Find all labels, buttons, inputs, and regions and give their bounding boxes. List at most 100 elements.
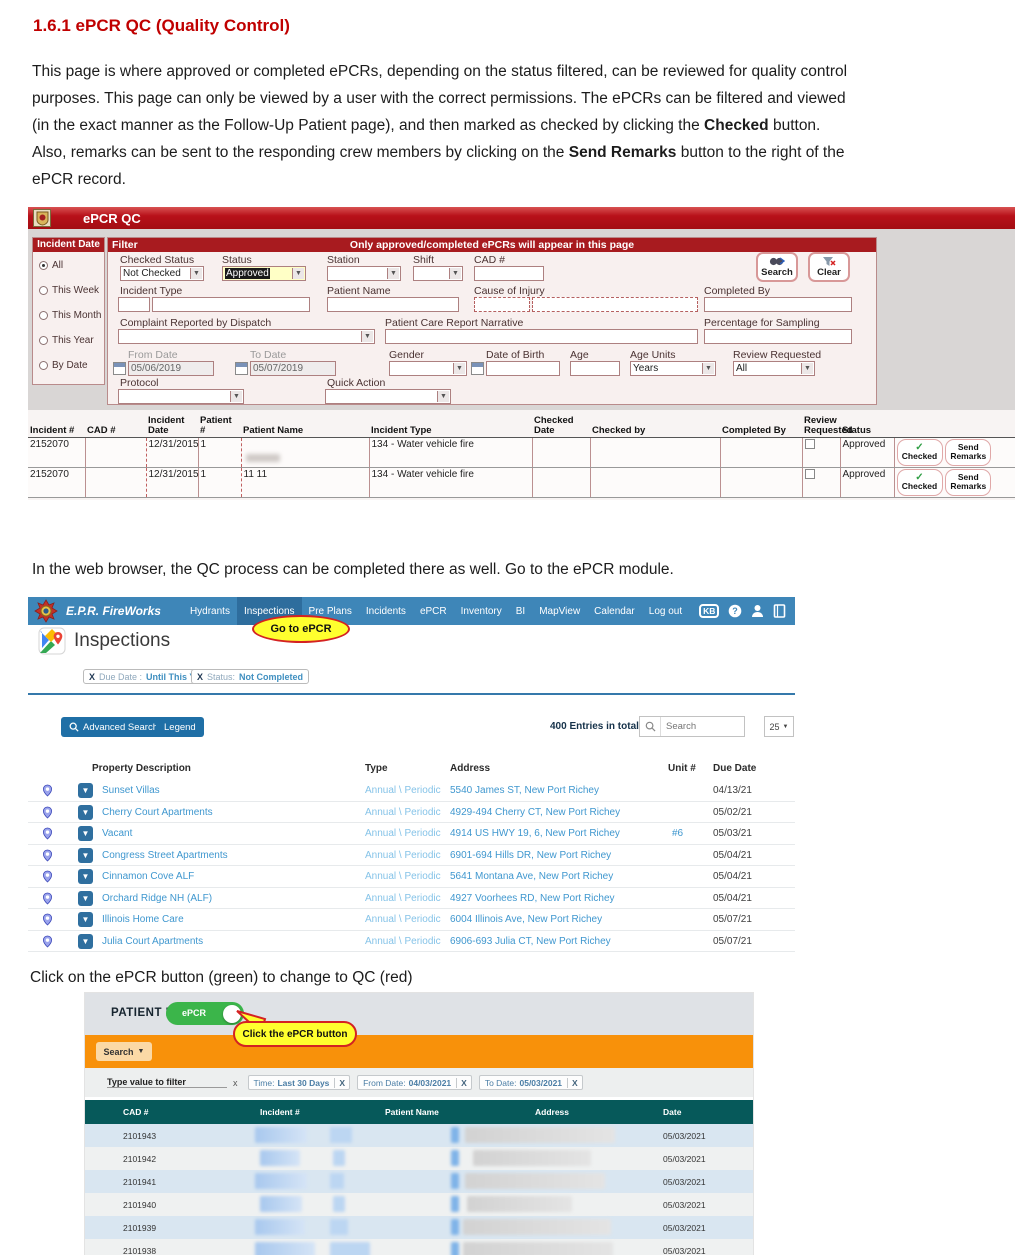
- close-icon[interactable]: X: [567, 1077, 582, 1088]
- to-date-input[interactable]: 05/07/2019: [250, 361, 336, 376]
- nav-item-mapview[interactable]: MapView: [539, 605, 581, 617]
- from-date-input[interactable]: 05/06/2019: [128, 361, 214, 376]
- checked-button[interactable]: ✓ Checked: [896, 468, 943, 496]
- age-input[interactable]: [570, 361, 620, 376]
- due-date-filter-chip[interactable]: X Due Date : Until This Year: [83, 669, 215, 684]
- expand-chevron-button[interactable]: ▼: [78, 869, 93, 884]
- address-link[interactable]: 4914 US HWY 19, 6, New Port Richey: [450, 828, 620, 839]
- property-link[interactable]: Vacant: [102, 828, 133, 839]
- close-icon[interactable]: X: [197, 671, 204, 682]
- legend-button[interactable]: Legend: [156, 717, 204, 737]
- address-link[interactable]: 6901-694 Hills DR, New Port Richey: [450, 849, 612, 861]
- radio-icon[interactable]: [39, 336, 48, 345]
- send-remarks-button[interactable]: Send Remarks: [945, 468, 992, 496]
- map-pin-icon[interactable]: [42, 912, 53, 932]
- address-link[interactable]: 5641 Montana Ave, New Port Richey: [450, 871, 614, 882]
- status-select[interactable]: Approved ▼: [222, 266, 306, 281]
- incident-type-code-input[interactable]: [118, 297, 150, 312]
- nav-item-hydrants[interactable]: Hydrants: [189, 605, 230, 617]
- search-button[interactable]: Search: [756, 252, 798, 282]
- nav-item-bi[interactable]: BI: [515, 605, 526, 617]
- radio-icon[interactable]: [39, 286, 48, 295]
- close-icon[interactable]: X: [334, 1077, 349, 1088]
- search-menu-button[interactable]: Search ▼: [96, 1042, 152, 1061]
- property-link[interactable]: Illinois Home Care: [102, 914, 184, 925]
- expand-chevron-button[interactable]: ▼: [78, 890, 93, 906]
- narrative-input[interactable]: [385, 329, 698, 344]
- map-pin-icon[interactable]: [42, 826, 53, 846]
- complaint-select[interactable]: ▼: [118, 329, 375, 344]
- calendar-icon[interactable]: [471, 362, 484, 375]
- sampling-input[interactable]: [704, 329, 852, 344]
- completed-by-input[interactable]: [704, 297, 852, 312]
- map-pin-icon[interactable]: [42, 869, 53, 889]
- expand-chevron-button[interactable]: ▼: [78, 783, 93, 798]
- address-link[interactable]: 4929-494 Cherry CT, New Port Richey: [450, 806, 621, 818]
- kb-icon[interactable]: KB: [699, 604, 720, 618]
- table-search-box[interactable]: [639, 716, 745, 737]
- property-link[interactable]: Cherry Court Apartments: [102, 806, 213, 818]
- review-checkbox[interactable]: [804, 468, 815, 479]
- user-settings-icon[interactable]: [795, 604, 813, 618]
- address-link[interactable]: 5540 James ST, New Port Richey: [450, 785, 599, 796]
- cad-number-input[interactable]: [474, 266, 544, 281]
- status-filter-chip[interactable]: X Status: Not Completed: [191, 669, 310, 684]
- cause-of-injury-input[interactable]: [532, 297, 698, 312]
- book-icon[interactable]: [773, 604, 786, 618]
- protocol-select[interactable]: ▼: [118, 389, 244, 404]
- nav-item-pre-plans[interactable]: Pre Plans: [308, 605, 352, 617]
- page-size-select[interactable]: 25 ▼: [764, 716, 794, 737]
- gender-select[interactable]: ▼: [389, 361, 467, 376]
- date-of-birth-input[interactable]: [486, 361, 560, 376]
- clear-filter-icon[interactable]: x: [233, 1077, 238, 1088]
- expand-chevron-button[interactable]: ▼: [78, 826, 93, 841]
- radio-option-this-month[interactable]: This Month: [39, 310, 101, 321]
- incident-type-input[interactable]: [152, 297, 310, 312]
- quick-action-select[interactable]: ▼: [325, 389, 451, 404]
- nav-item-calendar[interactable]: Calendar: [594, 605, 635, 617]
- user-icon[interactable]: [751, 604, 764, 618]
- expand-chevron-button[interactable]: ▼: [78, 933, 93, 949]
- property-link[interactable]: Congress Street Apartments: [102, 849, 228, 861]
- filter-input[interactable]: [107, 1077, 227, 1088]
- property-link[interactable]: Orchard Ridge NH (ALF): [102, 892, 213, 904]
- expand-chevron-button[interactable]: ▼: [78, 912, 93, 927]
- nav-item-inventory[interactable]: Inventory: [460, 605, 502, 617]
- address-link[interactable]: 6004 Illinois Ave, New Port Richey: [450, 914, 603, 925]
- close-icon[interactable]: X: [456, 1077, 471, 1088]
- property-link[interactable]: Sunset Villas: [102, 785, 160, 796]
- radio-option-this-year[interactable]: This Year: [39, 335, 94, 346]
- map-pin-icon[interactable]: [42, 805, 53, 825]
- station-select[interactable]: ▼: [327, 266, 401, 281]
- address-link[interactable]: 4927 Voorhees RD, New Port Richey: [450, 892, 615, 904]
- window-titlebar[interactable]: ePCR QC: [28, 207, 1015, 229]
- search-input[interactable]: [666, 721, 736, 732]
- calendar-icon[interactable]: [235, 362, 248, 375]
- advanced-search-button[interactable]: Advanced Search: [61, 717, 166, 737]
- review-checkbox[interactable]: [804, 438, 815, 449]
- checked-status-select[interactable]: Not Checked ▼: [120, 266, 204, 281]
- send-remarks-button[interactable]: Send Remarks: [945, 438, 992, 466]
- nav-item-incidents[interactable]: Incidents: [365, 605, 406, 617]
- map-pin-icon[interactable]: [42, 934, 53, 954]
- age-units-select[interactable]: Years ▼: [630, 361, 716, 376]
- radio-option-by-date[interactable]: By Date: [39, 360, 88, 371]
- radio-icon[interactable]: [39, 361, 48, 370]
- toggle-knob[interactable]: [223, 1004, 241, 1023]
- patient-name-input[interactable]: [327, 297, 459, 312]
- map-pin-icon[interactable]: [42, 891, 53, 911]
- expand-chevron-button[interactable]: ▼: [78, 804, 93, 820]
- clear-button[interactable]: Clear: [808, 252, 850, 282]
- map-pin-icon[interactable]: [42, 848, 53, 868]
- radio-icon[interactable]: [39, 311, 48, 320]
- close-icon[interactable]: X: [89, 671, 96, 682]
- checked-button[interactable]: ✓ Checked: [896, 438, 943, 466]
- calendar-icon[interactable]: [113, 362, 126, 375]
- review-requested-select[interactable]: All ▼: [733, 361, 815, 376]
- shift-select[interactable]: ▼: [413, 266, 463, 281]
- cause-of-injury-code-input[interactable]: [474, 297, 530, 312]
- nav-item-logout[interactable]: Log out: [648, 605, 683, 617]
- radio-option-this-week[interactable]: This Week: [39, 285, 99, 296]
- address-link[interactable]: 6906-693 Julia CT, New Port Richey: [450, 935, 611, 947]
- map-pin-icon[interactable]: [42, 783, 53, 803]
